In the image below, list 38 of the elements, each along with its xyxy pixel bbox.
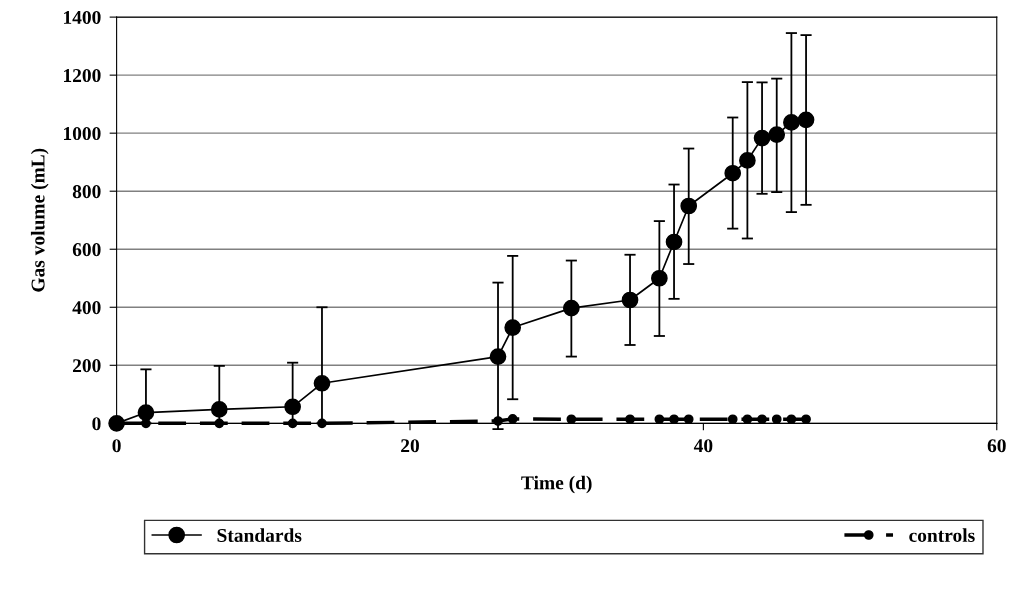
point bbox=[284, 398, 301, 416]
x-tick-label: 60 bbox=[987, 439, 1006, 453]
point bbox=[489, 348, 507, 365]
point bbox=[214, 418, 225, 429]
point bbox=[753, 129, 771, 147]
point bbox=[493, 416, 503, 426]
point bbox=[739, 152, 756, 169]
point bbox=[210, 401, 228, 418]
point bbox=[563, 299, 580, 317]
point bbox=[724, 164, 742, 182]
point bbox=[680, 197, 698, 215]
point bbox=[507, 414, 518, 424]
point bbox=[317, 418, 327, 429]
y-tick-label: 1400 bbox=[64, 10, 101, 25]
y-axis-title: Gas volume (mL) bbox=[30, 148, 49, 292]
y-tick-label: 800 bbox=[72, 185, 101, 199]
point bbox=[651, 269, 668, 287]
point bbox=[783, 114, 800, 131]
y-tick-label: 400 bbox=[72, 301, 101, 315]
y-tick-label: 600 bbox=[72, 243, 101, 257]
x-tick-label: 20 bbox=[401, 439, 419, 453]
point bbox=[621, 291, 639, 309]
point bbox=[287, 418, 298, 429]
y-tick-label: 1200 bbox=[64, 68, 101, 83]
point bbox=[504, 319, 522, 336]
point bbox=[768, 126, 786, 143]
y-tick-label: 1000 bbox=[64, 126, 101, 141]
x-axis-title: Time (d) bbox=[521, 475, 592, 494]
point bbox=[313, 374, 331, 392]
point bbox=[797, 111, 815, 129]
y-tick-label: 200 bbox=[72, 359, 101, 373]
y-tick-label: 0 bbox=[92, 417, 101, 431]
point bbox=[665, 233, 683, 251]
x-tick-label: 40 bbox=[693, 439, 713, 453]
legend-label: Standards bbox=[217, 528, 302, 542]
x-tick-label: 0 bbox=[112, 439, 121, 453]
legend-label: controls bbox=[909, 528, 975, 542]
point bbox=[137, 404, 155, 421]
